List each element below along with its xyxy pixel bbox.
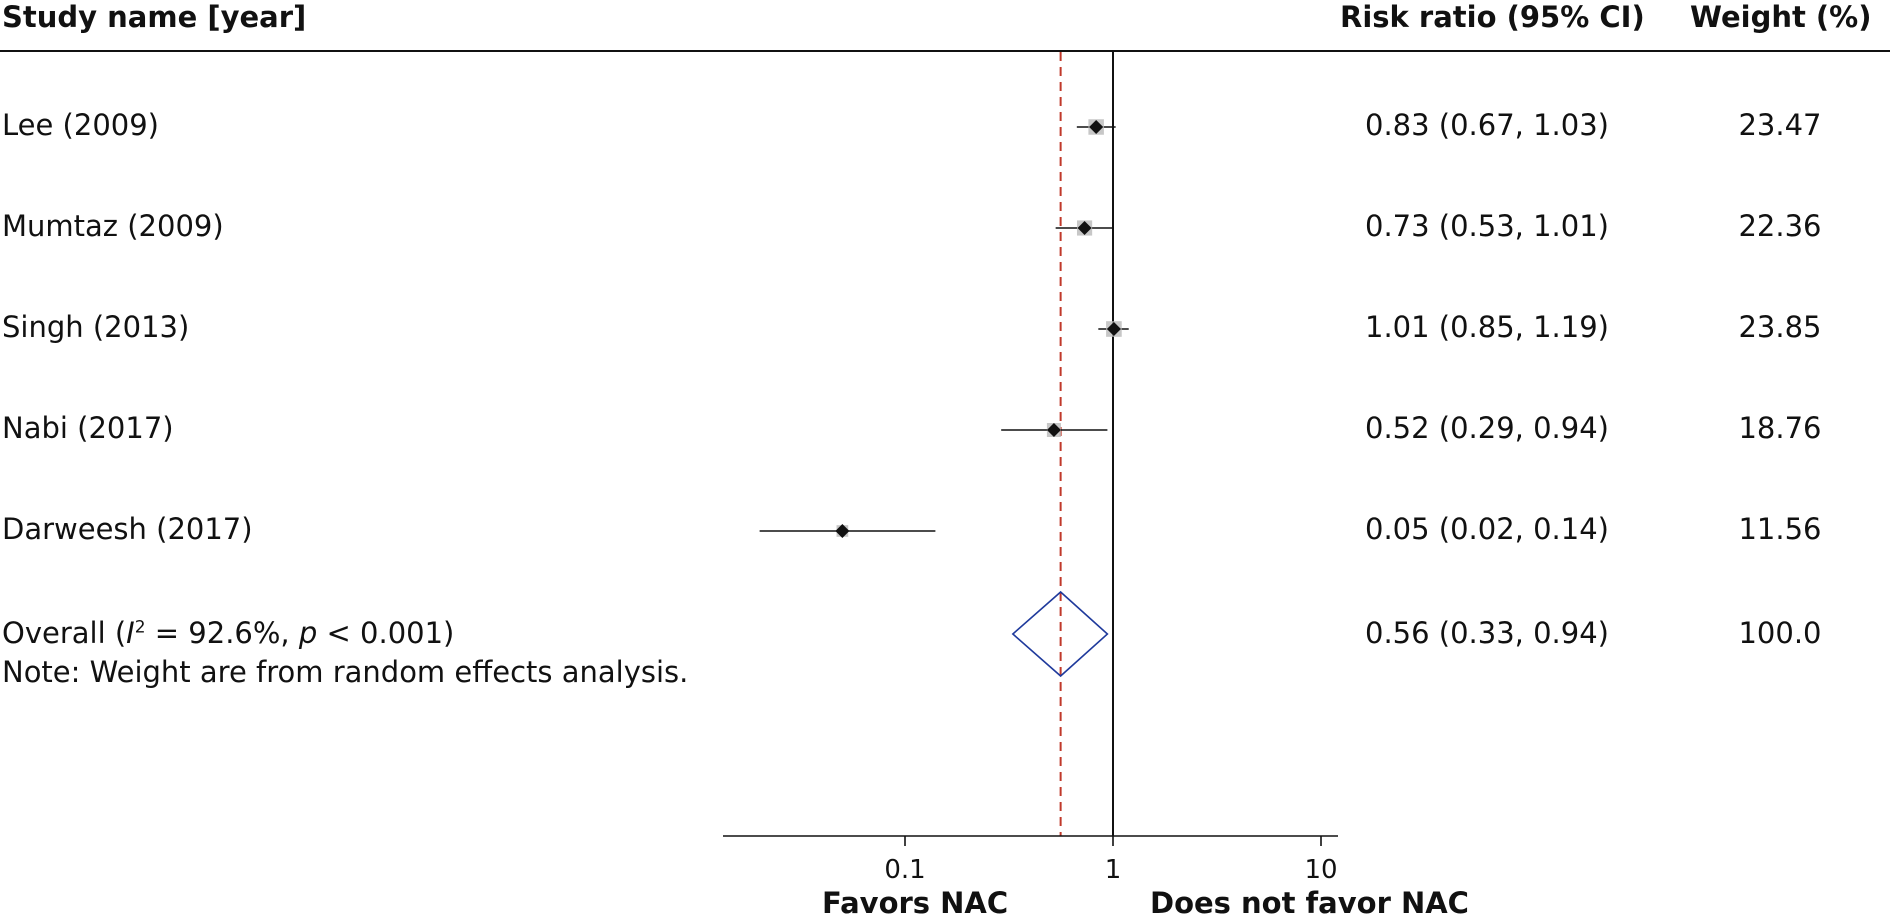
overall-p-value: < 0.001) bbox=[317, 616, 455, 650]
study-rr-lee: 0.83 (0.67, 1.03) bbox=[1365, 108, 1609, 142]
overall-diamond bbox=[1011, 590, 1109, 678]
footnote: Note: Weight are from random effects ana… bbox=[2, 655, 689, 689]
overall-i-sup: 2 bbox=[134, 617, 146, 638]
point-estimate-1 bbox=[1077, 221, 1092, 235]
x-tick-label-0: 0.1 bbox=[884, 855, 925, 885]
study-rr-singh: 1.01 (0.85, 1.19) bbox=[1365, 310, 1609, 344]
overall-prefix: Overall ( bbox=[2, 616, 127, 650]
study-rr-darweesh: 0.05 (0.02, 0.14) bbox=[1365, 512, 1609, 546]
study-weight-nabi: 18.76 bbox=[1738, 411, 1822, 445]
study-label-darweesh: Darweesh (2017) bbox=[2, 512, 253, 546]
does-not-favor-nac-label: Does not favor NAC bbox=[1150, 886, 1469, 920]
x-tick-label-1: 1 bbox=[1105, 855, 1122, 885]
overall-rr: 0.56 (0.33, 0.94) bbox=[1365, 616, 1609, 650]
study-label-singh: Singh (2013) bbox=[2, 310, 190, 344]
point-estimate-4 bbox=[835, 524, 850, 538]
study-weight-darweesh: 11.56 bbox=[1738, 512, 1822, 546]
overall-i-value: = 92.6%, bbox=[145, 616, 299, 650]
study-weight-singh: 23.85 bbox=[1738, 310, 1822, 344]
overall-p-symbol: p bbox=[298, 616, 318, 650]
point-estimate-0 bbox=[1089, 120, 1104, 134]
study-label-lee: Lee (2009) bbox=[2, 108, 159, 142]
overall-i-symbol: I bbox=[126, 616, 135, 650]
overall-weight: 100.0 bbox=[1738, 616, 1822, 650]
header-rule bbox=[0, 50, 1890, 52]
study-rr-nabi: 0.52 (0.29, 0.94) bbox=[1365, 411, 1609, 445]
study-weight-mumtaz: 22.36 bbox=[1738, 209, 1822, 243]
weight-header: Weight (%) bbox=[1690, 0, 1872, 34]
point-estimate-2 bbox=[1106, 322, 1121, 336]
study-name-header: Study name [year] bbox=[2, 0, 307, 34]
favors-nac-label: Favors NAC bbox=[822, 886, 1009, 920]
point-estimate-3 bbox=[1046, 423, 1061, 437]
x-tick-label-2: 10 bbox=[1304, 855, 1337, 885]
study-label-nabi: Nabi (2017) bbox=[2, 411, 174, 445]
study-label-mumtaz: Mumtaz (2009) bbox=[2, 209, 224, 243]
risk-ratio-header: Risk ratio (95% CI) bbox=[1340, 0, 1645, 34]
study-rr-mumtaz: 0.73 (0.53, 1.01) bbox=[1365, 209, 1609, 243]
study-weight-lee: 23.47 bbox=[1738, 108, 1822, 142]
overall-label: Overall (I2 = 92.6%, p < 0.001) bbox=[2, 616, 454, 650]
